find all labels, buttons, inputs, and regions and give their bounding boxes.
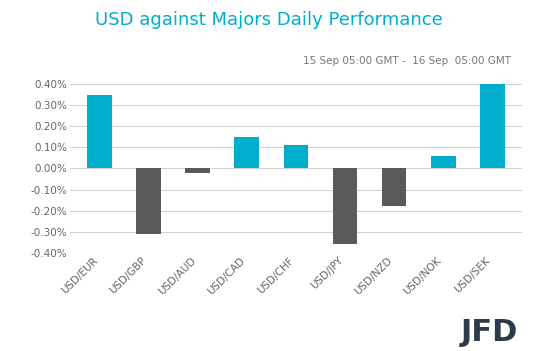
Text: 15 Sep 05:00 GMT -  16 Sep  05:00 GMT: 15 Sep 05:00 GMT - 16 Sep 05:00 GMT xyxy=(303,56,511,66)
Bar xyxy=(284,145,308,168)
Bar xyxy=(332,168,357,244)
Text: JFD: JFD xyxy=(461,318,518,347)
Bar xyxy=(136,168,161,234)
Text: USD against Majors Daily Performance: USD against Majors Daily Performance xyxy=(95,11,443,28)
Bar xyxy=(87,95,112,168)
Bar xyxy=(480,84,505,168)
Bar xyxy=(382,168,406,206)
Bar xyxy=(186,168,210,173)
Bar xyxy=(235,137,259,168)
Bar xyxy=(431,156,456,168)
